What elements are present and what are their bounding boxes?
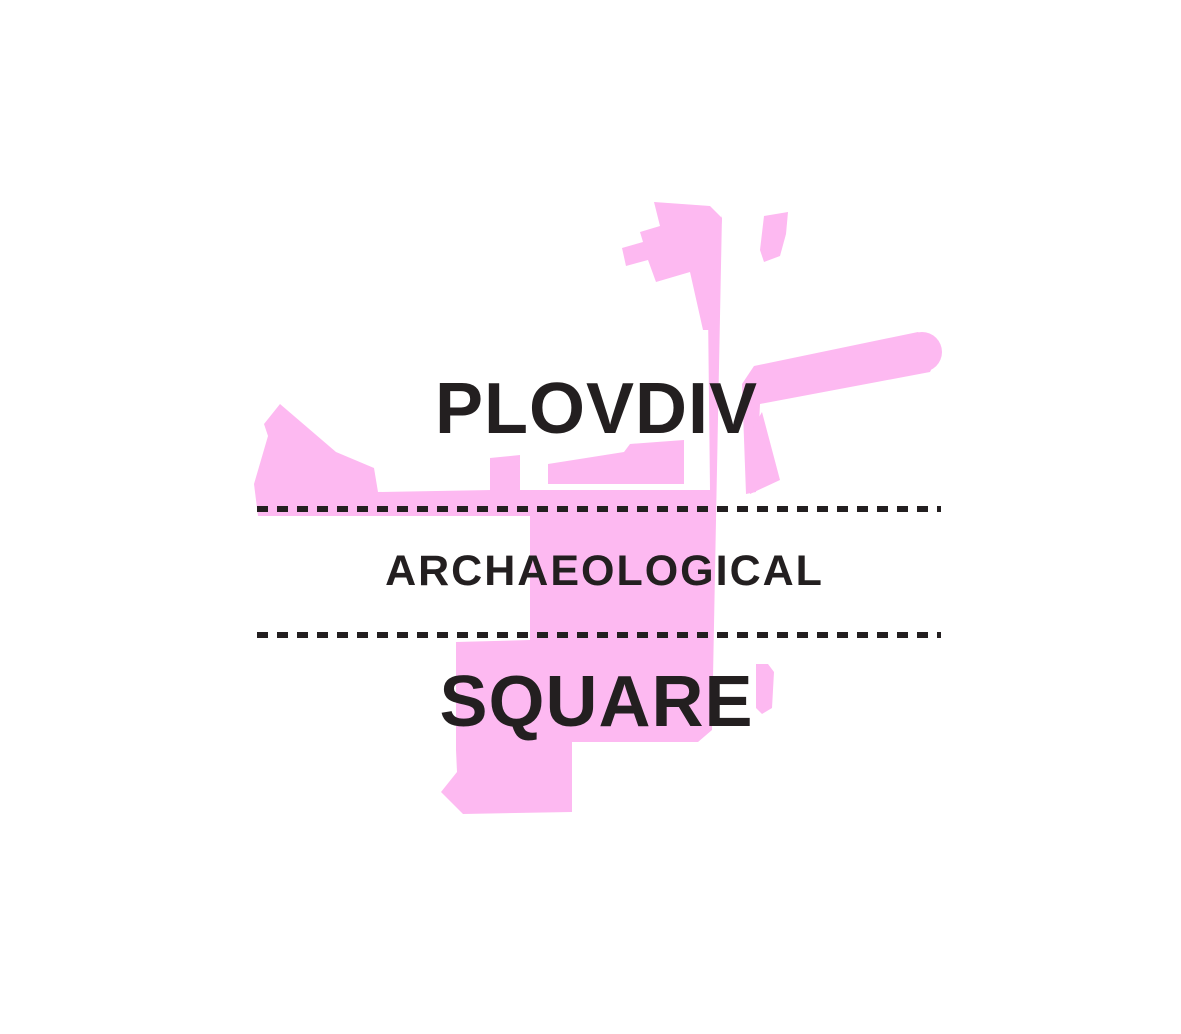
- dotted-divider-top: [257, 506, 941, 512]
- dotted-divider-bottom: [257, 632, 941, 638]
- logo-line-archaeological: ARCHAEOLOGICAL: [385, 547, 824, 595]
- logo-line-plovdiv: PLOVDIV: [434, 369, 759, 449]
- logo-line-square: SQUARE: [439, 662, 754, 742]
